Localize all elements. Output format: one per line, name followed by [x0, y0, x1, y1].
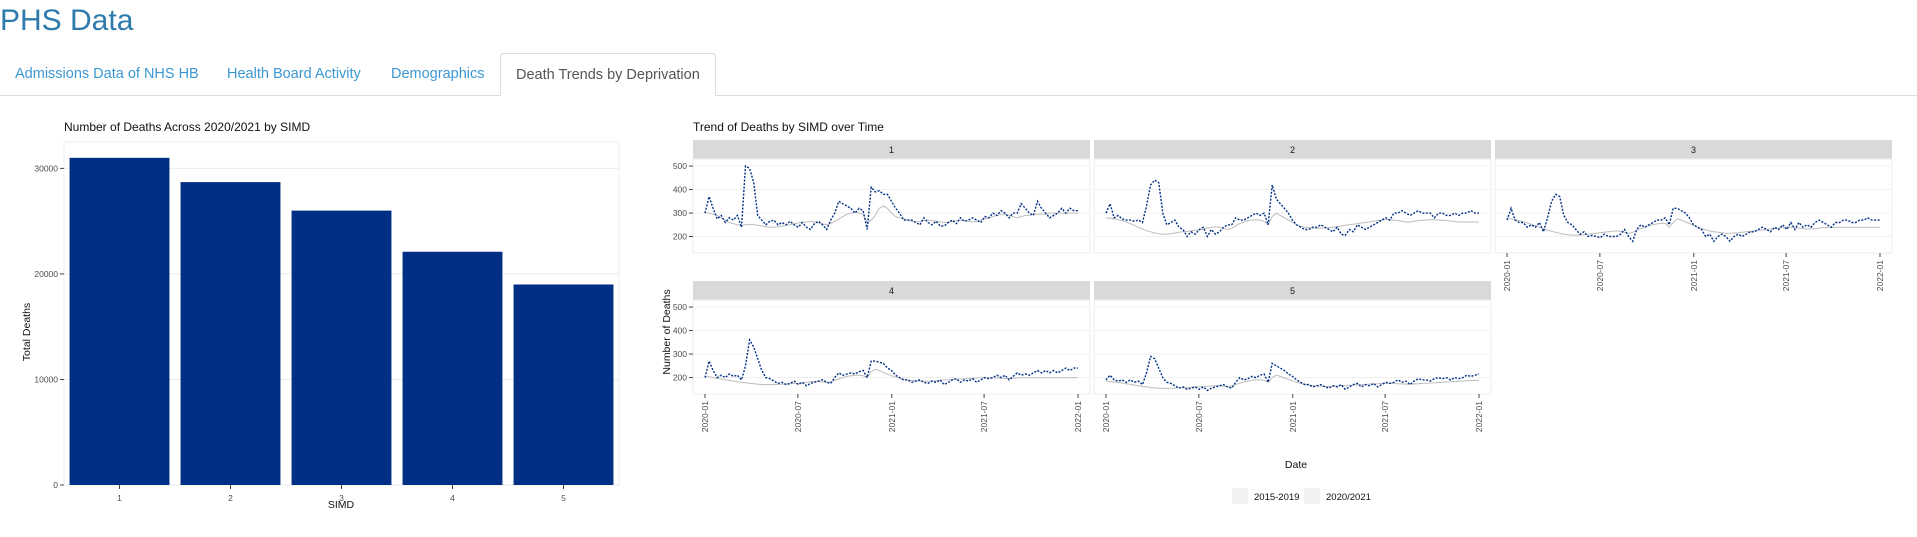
facet-xtick-label: 2020-07: [1194, 401, 1204, 432]
bar-xtick-label: 5: [561, 493, 566, 503]
facet-strip: [1094, 140, 1491, 159]
bar-chart: Number of Deaths Across 2020/2021 by SIM…: [21, 120, 620, 511]
legend: 2015-2019 2020/2021: [1232, 488, 1371, 504]
facet-panel-4: 4 200 300 400 500 2020-01 2020-07 2021-01 2021-0…: [673, 281, 1091, 432]
series-line-baseline: [1105, 212, 1479, 235]
tab-demographics[interactable]: Demographics: [391, 66, 485, 82]
facet-panel-1: 1 200 300 400 500: [673, 140, 1091, 254]
bar-ytick-label: 20000: [34, 269, 58, 279]
facet-strip: [693, 140, 1090, 159]
bar-xtick-label: 1: [117, 493, 122, 503]
facet-border: [692, 299, 1091, 395]
series-line-baseline: [1105, 374, 1479, 389]
facet-ytick-label: 500: [673, 161, 687, 171]
series-line-2020: [1506, 193, 1880, 243]
legend-label-baseline: 2015-2019: [1254, 492, 1299, 503]
tab-bar: Admissions Data of NHS HB Health Board A…: [0, 53, 1917, 96]
facet-xtick-label: 2020-07: [1595, 260, 1605, 291]
app-title: PHS Data: [0, 4, 134, 37]
bar: [291, 210, 392, 485]
legend-key-2020: [1304, 488, 1320, 504]
facet-ytick-label: 200: [673, 232, 687, 242]
legend-key-baseline: [1232, 488, 1248, 504]
facet-xtick-label: 2021-01: [1288, 401, 1298, 432]
facet-strip-label: 3: [1691, 145, 1696, 155]
facet-ytick-label: 500: [673, 302, 687, 312]
bar-ytick-label: 30000: [34, 163, 58, 173]
series-line-2020: [1105, 179, 1479, 239]
series-line-2020: [704, 337, 1078, 387]
bar-xtick-label: 3: [339, 493, 344, 503]
bar: [402, 251, 503, 485]
trend-chart-title: Trend of Deaths by SIMD over Time: [693, 120, 884, 134]
facet-xtick-label: 2020-01: [700, 401, 710, 432]
facet-border: [1494, 158, 1893, 254]
facet-xtick-label: 2022-01: [1875, 260, 1885, 291]
facet-border: [1093, 158, 1492, 254]
bar: [180, 182, 281, 485]
series-line-baseline: [1506, 217, 1880, 236]
facet-strip-label: 4: [889, 286, 894, 296]
facet-ytick-label: 400: [673, 185, 687, 195]
facet-panel-5: 5 2020-01 2020-07 2021-01 2021-07 2022-01: [1093, 281, 1492, 432]
series-line-2020: [704, 164, 1078, 231]
bar: [513, 284, 614, 485]
trend-chart-xlabel: Date: [1285, 459, 1307, 471]
series-line-baseline: [705, 205, 1078, 228]
bar-chart-title: Number of Deaths Across 2020/2021 by SIM…: [64, 120, 310, 134]
bar: [69, 157, 170, 486]
legend-label-2020: 2020/2021: [1326, 492, 1371, 503]
trend-chart: Trend of Deaths by SIMD over Time Number…: [661, 120, 1893, 504]
facet-ytick-label: 300: [673, 349, 687, 359]
facet-border: [1093, 299, 1492, 395]
facet-strip: [693, 281, 1090, 300]
facet-xtick-label: 2020-01: [1502, 260, 1512, 291]
facet-ytick-label: 200: [673, 373, 687, 383]
trend-chart-ylabel: Number of Deaths: [661, 289, 673, 374]
facet-panel-2: 2: [1093, 140, 1492, 254]
series-line-2020: [1105, 355, 1480, 392]
bar-chart-ylabel: Total Deaths: [21, 303, 33, 361]
bar-xtick-label: 2: [228, 493, 233, 503]
facet-border: [692, 158, 1091, 254]
facet-xtick-label: 2021-07: [1781, 260, 1791, 291]
facet-strip: [1094, 281, 1491, 300]
series-line-baseline: [704, 368, 1078, 386]
facet-strip-label: 1: [889, 145, 894, 155]
facet-xtick-label: 2021-07: [1380, 401, 1390, 432]
facet-panel-3: 3 2020-01 2020-07 2021-01 2021-07 2022-01: [1494, 140, 1893, 291]
facet-xtick-label: 2021-01: [1689, 260, 1699, 291]
bar-chart-xlabel: SIMD: [328, 499, 355, 511]
facet-xtick-label: 2020-01: [1101, 401, 1111, 432]
facet-xtick-label: 2020-07: [793, 401, 803, 432]
facet-strip: [1495, 140, 1892, 159]
facet-xtick-label: 2022-01: [1474, 401, 1484, 432]
tab-death-trends[interactable]: Death Trends by Deprivation: [500, 53, 716, 96]
facet-strip-label: 5: [1290, 286, 1295, 296]
tab-health-board-activity[interactable]: Health Board Activity: [227, 66, 361, 82]
facet-ytick-label: 400: [673, 326, 687, 336]
facet-ytick-label: 300: [673, 208, 687, 218]
facet-xtick-label: 2022-01: [1073, 401, 1083, 432]
facet-xtick-label: 2021-07: [979, 401, 989, 432]
facet-strip-label: 2: [1290, 145, 1295, 155]
facet-xtick-label: 2021-01: [887, 401, 897, 432]
bar-ytick-label: 0: [53, 480, 58, 490]
bar-ytick-label: 10000: [34, 374, 58, 384]
bar-xtick-label: 4: [450, 493, 455, 503]
tab-admissions[interactable]: Admissions Data of NHS HB: [15, 66, 199, 82]
